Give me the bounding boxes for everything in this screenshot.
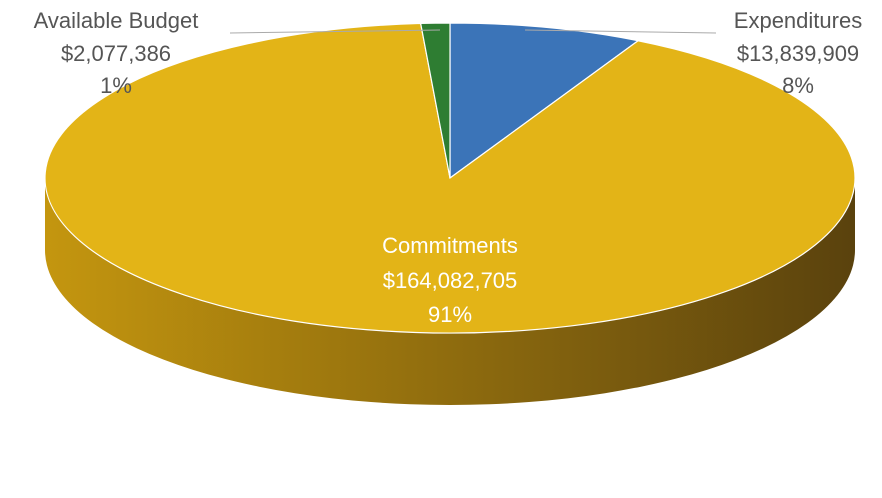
pie-slice-commitments — [44, 22, 856, 334]
pie-side-wall — [45, 178, 855, 405]
label-available-budget-percent: 1% — [100, 73, 132, 98]
leader-line-expenditures — [524, 29, 717, 34]
label-available-budget-value: $2,077,386 — [61, 41, 171, 66]
label-expenditures: Expenditures $13,839,909 8% — [734, 8, 862, 98]
pie-slices — [44, 22, 856, 334]
label-available-budget: Available Budget $2,077,386 1% — [34, 8, 199, 98]
label-available-budget-name: Available Budget — [34, 8, 199, 33]
label-expenditures-percent: 8% — [782, 73, 814, 98]
label-commitments: Commitments $164,082,705 91% — [382, 233, 518, 327]
label-commitments-name: Commitments — [382, 233, 518, 258]
label-commitments-value: $164,082,705 — [383, 268, 518, 293]
label-expenditures-value: $13,839,909 — [737, 41, 859, 66]
leader-line-available-budget — [229, 29, 441, 34]
pie-slice-available-budget — [419, 22, 451, 179]
label-expenditures-name: Expenditures — [734, 8, 862, 33]
pie-slice-expenditures — [449, 22, 640, 180]
label-commitments-percent: 91% — [428, 302, 472, 327]
